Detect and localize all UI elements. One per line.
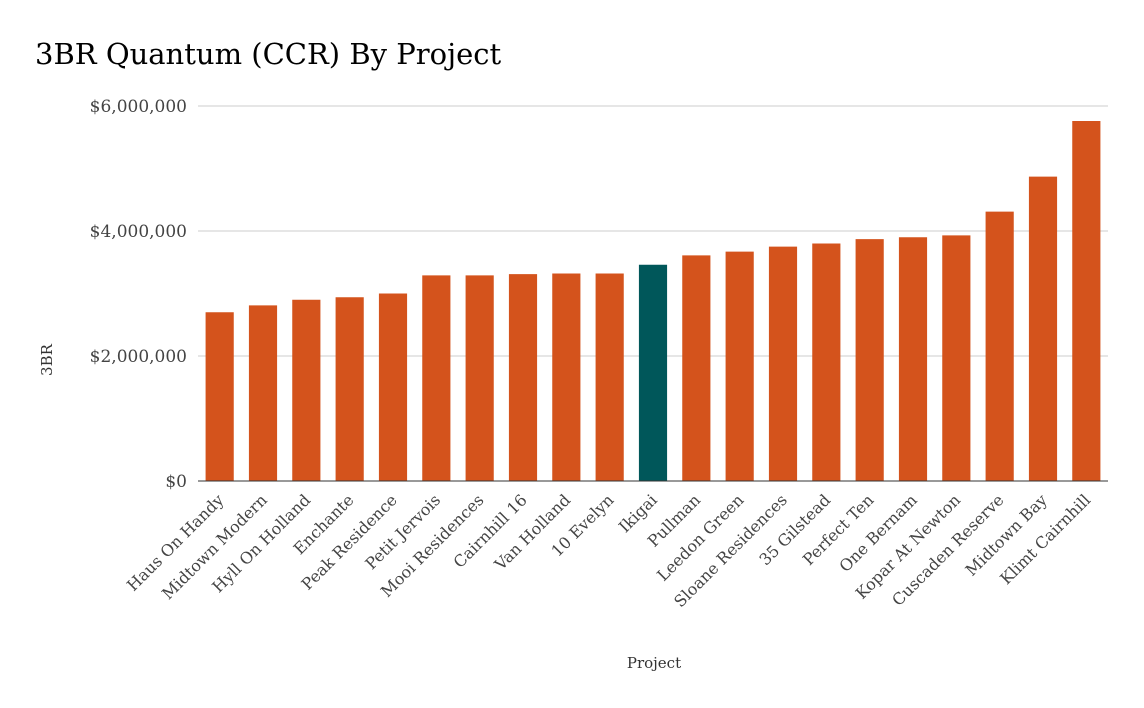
y-tick-label: $6,000,000 — [90, 97, 187, 117]
bar — [898, 237, 928, 481]
bar — [552, 273, 581, 481]
bar — [1028, 176, 1058, 481]
bar — [508, 274, 538, 481]
bar — [638, 264, 668, 481]
bar — [595, 273, 624, 481]
bar — [378, 293, 408, 481]
bar — [248, 305, 278, 481]
bar — [465, 275, 494, 481]
bar — [985, 211, 1014, 481]
bar — [422, 275, 451, 481]
bar — [292, 299, 321, 481]
bar — [855, 239, 884, 481]
y-axis-ticks: $0 $2,000,000 $4,000,000 $6,000,000 — [90, 97, 187, 492]
bar — [1072, 121, 1101, 481]
bar — [335, 297, 364, 481]
bar — [768, 246, 798, 481]
y-tick-label: $4,000,000 — [90, 222, 187, 242]
x-axis-label: Project — [627, 654, 681, 672]
bars — [205, 121, 1101, 481]
bar — [942, 235, 971, 481]
bar — [682, 255, 711, 481]
chart-title: 3BR Quantum (CCR) By Project — [35, 37, 501, 71]
bar — [205, 312, 234, 481]
y-tick-label: $2,000,000 — [90, 347, 187, 367]
bar — [812, 243, 841, 481]
y-tick-label: $0 — [165, 472, 187, 492]
bar — [725, 251, 754, 481]
y-axis-label: 3BR — [38, 343, 56, 376]
